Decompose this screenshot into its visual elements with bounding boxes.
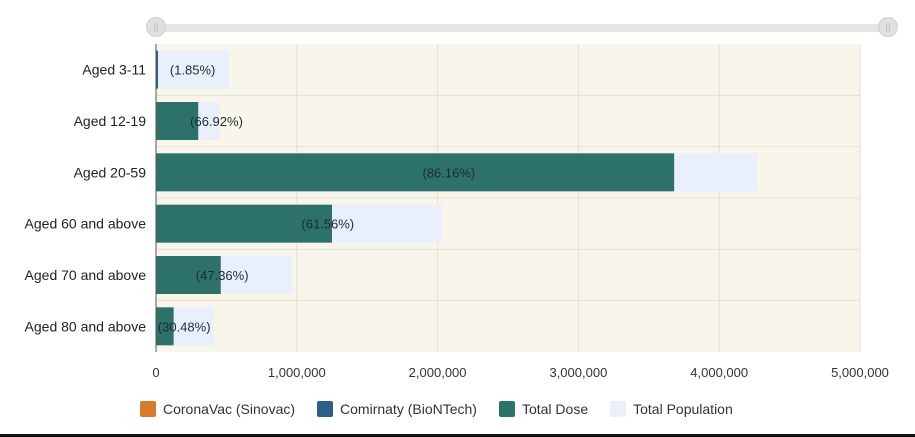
bar-percent-label: (30.48%): [158, 319, 211, 334]
range-slider-left-handle[interactable]: ||: [146, 17, 166, 37]
plot-area: 0 1,000,000 2,000,000 3,000,000 4,000,000 5,0…: [25, 44, 889, 380]
bar-percent-label: (47.36%): [196, 268, 249, 283]
bar-percent-label: (66.92%): [190, 114, 243, 129]
bar-percent-label: (61.56%): [301, 217, 354, 232]
legend: CoronaVac (Sinovac) Comirnaty (BioNTech)…: [140, 397, 733, 421]
x-tick-label: 3,000,000: [549, 365, 607, 380]
bar-total-dose: [156, 153, 675, 192]
range-slider-track[interactable]: [156, 24, 888, 32]
legend-item-total-dose[interactable]: Total Dose: [498, 401, 589, 417]
legend-label-comirnaty: Comirnaty (BioNTech): [340, 401, 477, 417]
bar-total-dose: [156, 102, 199, 140]
bar-total-dose: [156, 204, 332, 243]
bar-percent-label: (1.85%): [170, 63, 216, 78]
legend-swatch-total-dose: [498, 401, 515, 417]
legend-swatch-total-population: [610, 401, 627, 417]
legend-label-total-dose: Total Dose: [521, 401, 589, 417]
legend-label-total-population: Total Population: [633, 401, 733, 417]
legend-item-coronavac[interactable]: CoronaVac (Sinovac): [140, 401, 295, 417]
legend-swatch-coronavac: [140, 401, 156, 417]
category-label: Aged 20-59: [74, 164, 147, 180]
x-tick-label: 4,000,000: [690, 365, 748, 380]
category-label: Aged 3-11: [82, 62, 146, 78]
x-tick-label: 2,000,000: [409, 365, 467, 380]
category-label: Aged 70 and above: [25, 267, 147, 283]
legend-item-total-population[interactable]: Total Population: [610, 401, 733, 417]
category-label: Aged 80 and above: [25, 318, 147, 334]
category-label: Aged 60 and above: [25, 216, 147, 232]
category-label: Aged 12-19: [74, 113, 147, 129]
x-tick-label: 5,000,000: [831, 365, 889, 380]
bar-total-population: [156, 50, 230, 89]
x-tick-label: 1,000,000: [268, 365, 326, 380]
range-slider-right-handle[interactable]: ||: [878, 17, 898, 37]
legend-swatch-comirnaty: [317, 401, 334, 417]
bar-percent-label: (86.16%): [422, 165, 475, 180]
x-tick-label: 0: [152, 365, 159, 380]
bar-comirnaty: [156, 50, 158, 89]
bar-total-dose: [156, 256, 221, 294]
legend-item-comirnaty[interactable]: Comirnaty (BioNTech): [317, 401, 477, 417]
legend-label-coronavac: CoronaVac (Sinovac): [163, 401, 296, 417]
bar-total-dose: [156, 307, 174, 346]
bottom-divider: [0, 434, 915, 437]
